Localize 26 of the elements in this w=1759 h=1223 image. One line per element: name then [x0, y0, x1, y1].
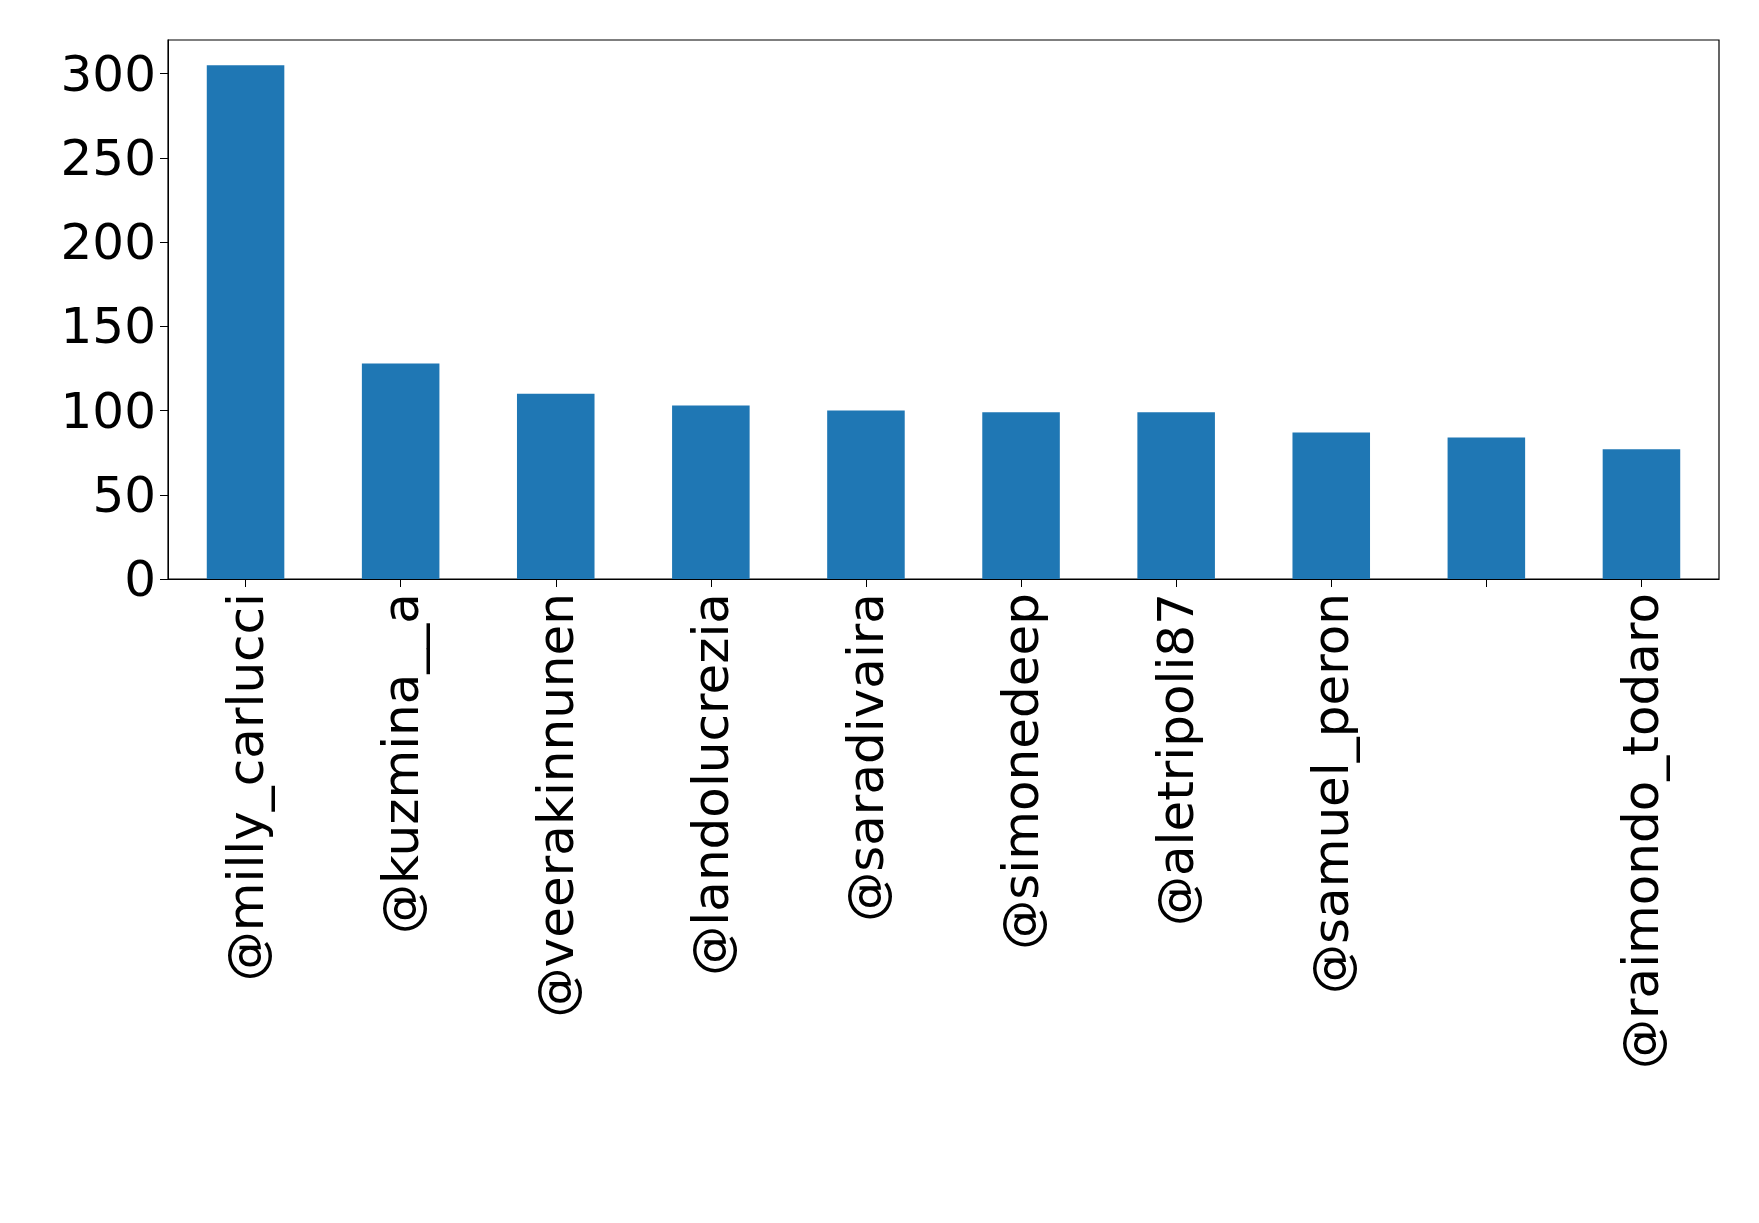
x-tick-label: @samuel_peron [1302, 593, 1361, 994]
y-tick-label: 300 [60, 44, 156, 103]
y-tick-label: 150 [60, 297, 156, 356]
x-tick-label: @landolucrezia [681, 593, 740, 976]
x-tick-label: @simonedeep [992, 593, 1051, 950]
x-tick-label: @aletripoli87 [1147, 593, 1206, 927]
bar [827, 410, 905, 579]
y-tick-label: 250 [60, 128, 156, 187]
bar [1602, 449, 1681, 579]
y-tick-label: 200 [60, 213, 156, 272]
bar [516, 393, 595, 579]
bar [361, 363, 440, 579]
bar [1447, 437, 1526, 579]
y-tick-label: 100 [60, 381, 156, 440]
y-tick-label: 50 [92, 465, 156, 524]
x-tick-label: @saradivaira [836, 593, 895, 922]
bar [206, 65, 285, 579]
y-tick-label: 0 [124, 550, 156, 608]
x-tick-label: @milly_carlucci [216, 593, 275, 982]
x-tick-label: @raimondo_todaro [1612, 593, 1671, 1070]
bar [1137, 412, 1215, 579]
x-tick-label: @veerakinnunen [526, 593, 585, 1018]
bar [672, 405, 750, 579]
x-tick-label: @kuzmina__a [371, 593, 430, 934]
bar [1292, 432, 1371, 579]
bar [982, 412, 1060, 579]
